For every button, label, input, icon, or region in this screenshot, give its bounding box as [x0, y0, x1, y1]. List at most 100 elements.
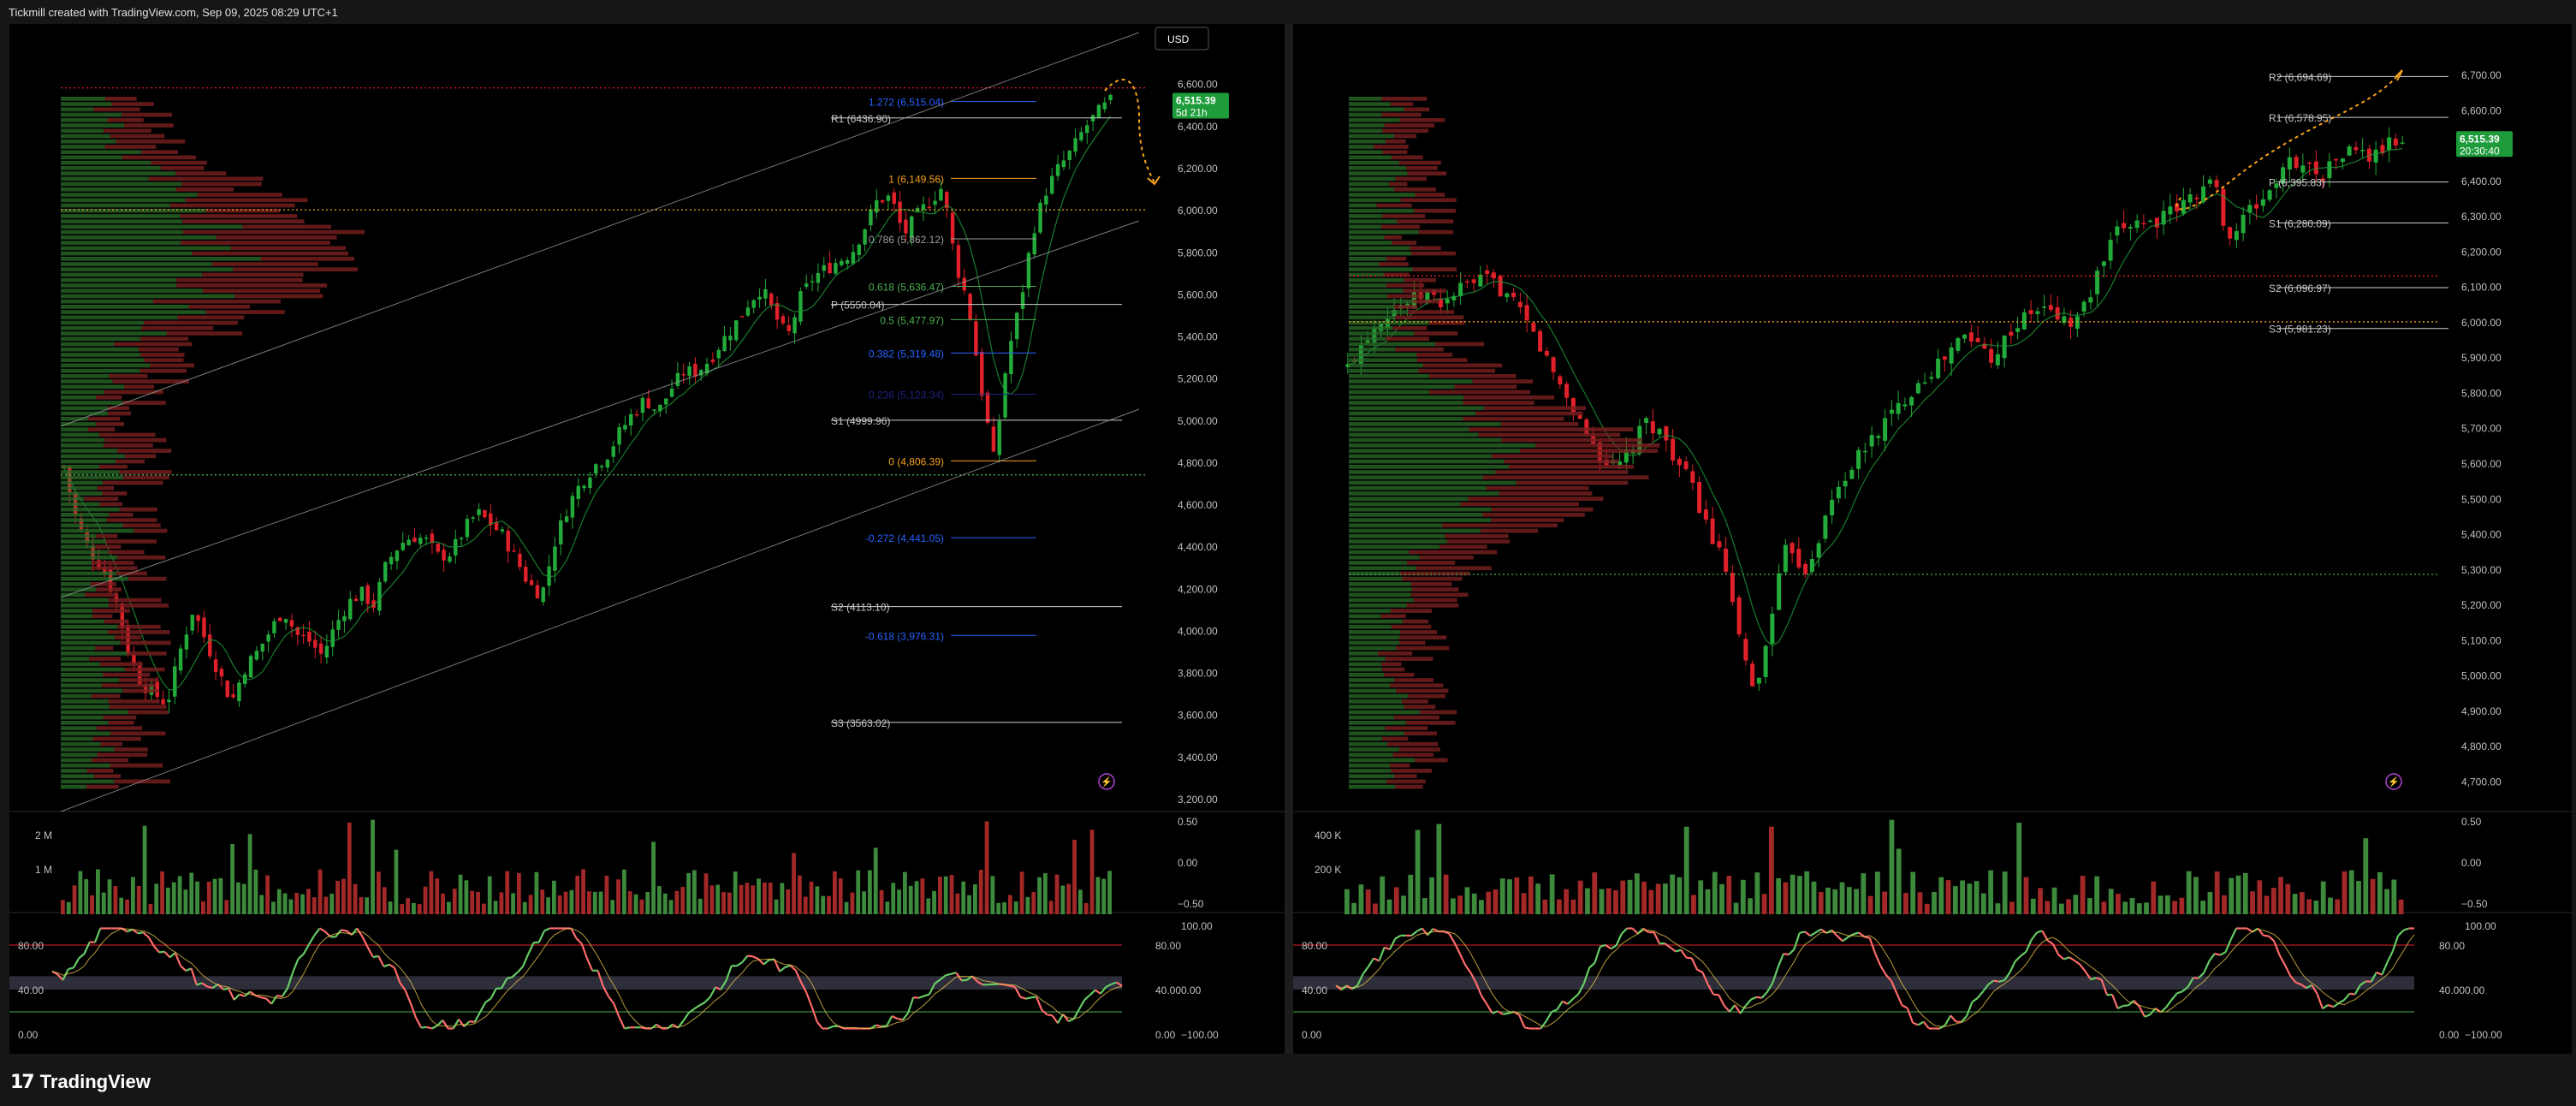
candle-body	[2168, 206, 2173, 215]
volume-bar-down	[938, 877, 942, 914]
volume-profile-bar-down	[1454, 384, 1517, 389]
candle-body	[804, 283, 809, 288]
candle-body	[985, 392, 990, 423]
volume-bar-up	[1002, 902, 1006, 914]
price-axis-label: 4,000.00	[1178, 625, 1218, 637]
volume-bar-up	[1839, 882, 1845, 914]
right-chart-panel[interactable]: R2 (6,694.69) R1 (6,578.95) P (6,395.83) S1…	[1293, 24, 2572, 1066]
candle-body	[1777, 573, 1782, 610]
volume-profile-bar-down	[1405, 721, 1456, 725]
volume-profile-bar-down	[1446, 539, 1511, 544]
volume-profile-bar-down	[89, 657, 122, 661]
oscillator-line	[1631, 927, 1639, 935]
volume-bar-down	[2285, 883, 2291, 914]
oscillator-line	[1078, 999, 1086, 1010]
volume-profile-bar-up	[61, 181, 182, 187]
volume-bar-up	[142, 825, 147, 914]
volume-profile-bar-down	[1428, 374, 1517, 378]
volume-bar-down	[160, 871, 164, 914]
volume-bar-up	[78, 871, 83, 914]
volume-bar-down	[1054, 874, 1059, 914]
volume-bar-up	[651, 841, 656, 914]
tradingview-logo[interactable]: 17 TradingView	[10, 1071, 151, 1093]
volume-profile-bar-down	[1376, 203, 1412, 208]
oscillator-line	[1739, 1005, 1747, 1014]
volume-profile-bar-down	[1413, 598, 1457, 603]
candle-body	[2254, 204, 2259, 209]
oscillator-line	[2117, 1004, 2124, 1010]
oscillator-line	[1567, 997, 1574, 1005]
pivot-label: S1 (4999.96)	[831, 415, 890, 427]
lightning-icon[interactable]	[2385, 773, 2402, 790]
volume-bar-up	[1832, 889, 1838, 914]
oscillator-line	[1475, 982, 1483, 996]
volume-right-axis-label: −0.50	[2461, 898, 2488, 910]
oscillator-line	[2311, 984, 2318, 995]
volume-profile-bar-up	[61, 598, 109, 603]
volume-profile-bar-down	[1407, 561, 1456, 565]
volume-profile-bar-down	[1381, 112, 1422, 117]
oscillator-line	[1804, 931, 1812, 937]
volume-profile-bar-up	[61, 389, 104, 395]
panel-divider[interactable]	[1285, 24, 1293, 1054]
candle-body	[605, 459, 610, 468]
candle-body	[1830, 499, 1835, 516]
candle-body	[1458, 282, 1463, 296]
oscillator-line	[725, 965, 733, 981]
volume-bar-down	[721, 892, 726, 914]
candle-body	[857, 244, 861, 255]
volume-profile-bar-down	[202, 272, 304, 277]
candle-body	[1061, 160, 1066, 168]
left-chart-svg[interactable]: R1 (6436.90)P (5550.04)S1 (4999.96)S2 (4…	[9, 24, 1285, 1066]
volume-profile-bar-up	[1349, 181, 1389, 187]
oscillator-line	[516, 966, 524, 973]
oscillator-line	[2187, 977, 2194, 988]
candle-body	[763, 288, 768, 299]
volume-profile-bar-up	[1349, 566, 1416, 571]
candle-body	[190, 615, 194, 631]
volume-profile-bar-up	[61, 497, 85, 502]
volume-bar-down	[1620, 880, 1626, 914]
oscillator-line	[2247, 927, 2253, 933]
volume-profile-bar-up	[1349, 683, 1390, 688]
volume-bar-down	[745, 883, 750, 914]
volume-bar-down	[1514, 877, 1520, 914]
lightning-icon[interactable]	[1098, 773, 1115, 790]
candle-body	[1743, 639, 1748, 661]
volume-profile-bar-up	[61, 640, 121, 645]
right-chart-svg[interactable]: R2 (6,694.69)R1 (6,578.95)P (6,395.83)S1…	[1293, 24, 2572, 1066]
volume-bar-up	[1846, 887, 1852, 914]
volume-bar-down	[1486, 891, 1492, 914]
fib-level-label: 1.272 (6,515.04)	[869, 97, 944, 109]
price-axis-label: 3,400.00	[1178, 752, 1218, 764]
volume-bar-up	[1677, 877, 1683, 914]
volume-profile-bar-up	[61, 193, 198, 197]
volume-profile-bar-up	[1349, 693, 1409, 699]
volume-bar-down	[382, 887, 387, 914]
candle-body	[921, 204, 926, 211]
volume-bar-up	[692, 870, 697, 914]
oscillator-line	[2095, 977, 2102, 981]
volume-profile-bar-up	[1349, 299, 1413, 304]
candle-body	[2101, 261, 2106, 266]
candle-body	[980, 352, 984, 396]
candle-body	[132, 655, 136, 664]
volume-bar-down	[406, 898, 410, 914]
currency-button[interactable]	[1154, 27, 1209, 51]
volume-profile-bar-up	[1349, 117, 1400, 122]
left-chart-panel[interactable]: R1 (6436.90) P (5550.04) S1 (4999.96) S2 (4…	[9, 24, 1285, 1066]
volume-bar-up	[1627, 879, 1633, 914]
volume-bar-down	[616, 879, 620, 914]
volume-bar-up	[1797, 876, 1802, 914]
volume-profile-bar-up	[1349, 635, 1400, 640]
volume-profile-bar-down	[1395, 176, 1427, 181]
candle-body	[594, 464, 598, 474]
projection-arrow-head	[2395, 69, 2403, 81]
volume-profile-bar-up	[61, 160, 151, 165]
volume-profile-bar-down	[127, 651, 167, 656]
volume-bar-up	[873, 847, 878, 914]
volume-profile-bar-down	[260, 256, 355, 261]
oscillator-line	[602, 985, 609, 997]
oscillator-line	[537, 930, 545, 943]
oscillator-line	[1766, 982, 1774, 993]
